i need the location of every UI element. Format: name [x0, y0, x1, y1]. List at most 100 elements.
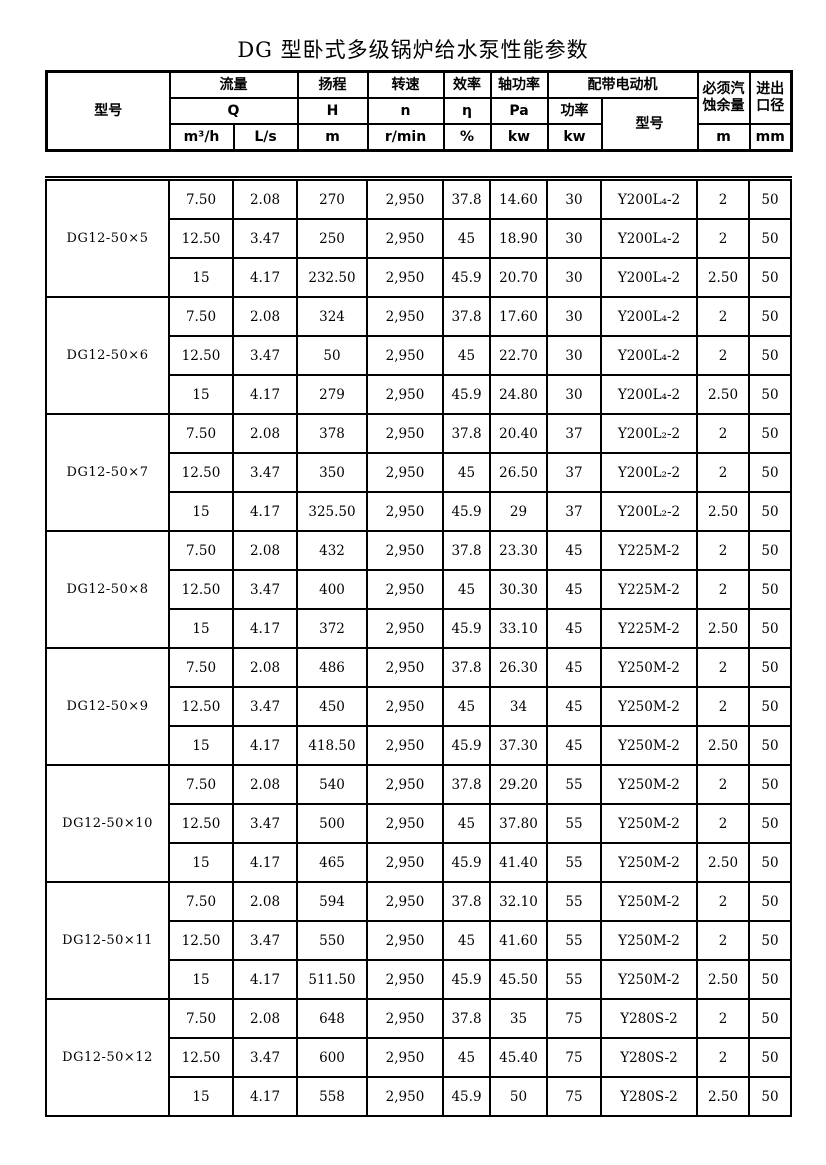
data-cell: 50 — [748, 686, 792, 727]
data-cell: 2.50 — [696, 959, 750, 1000]
data-cell: 30 — [546, 257, 602, 298]
data-cell: 55 — [546, 920, 602, 961]
data-cell: 30 — [546, 296, 602, 337]
data-cell: 50 — [748, 959, 792, 1000]
data-cell: 20.70 — [489, 257, 548, 298]
header-row-1: 型号 流量 扬程 转速 效率 轴功率 配带电动机 必须汽蚀余量 进出口径 — [45, 70, 793, 152]
table-row: 12.50 3.47 50 2,950 45 22.70 30 Y200L₄-2 2 50 — [46, 335, 792, 376]
data-cell: 75 — [546, 998, 602, 1039]
data-cell: 350 — [296, 452, 368, 493]
data-cell: 2,950 — [366, 452, 444, 493]
data-cell: 12.50 — [168, 920, 234, 961]
data-cell: 540 — [296, 764, 368, 805]
header-npsh: 必须汽蚀余量 — [696, 70, 751, 125]
data-cell: 3.47 — [232, 569, 298, 610]
data-cell: 372 — [296, 608, 368, 649]
data-cell: 450 — [296, 686, 368, 727]
data-cell: 55 — [546, 881, 602, 922]
data-cell: 3.47 — [232, 686, 298, 727]
data-cell: 2 — [696, 1037, 750, 1078]
table-row: 15 4.17 279 2,950 45.9 24.80 30 Y200L₄-2 2.50 50 — [46, 374, 792, 415]
data-cell: 2 — [696, 177, 750, 220]
pump-model-cell: DG12-50×9 — [45, 647, 170, 766]
data-cell: 378 — [296, 413, 368, 454]
data-cell: 2,950 — [366, 569, 444, 610]
data-cell: 50 — [296, 335, 368, 376]
data-cell: 600 — [296, 1037, 368, 1078]
header-row-3: m³/h L/s m r/min % kw kw m mm — [47, 123, 793, 152]
data-cell: 50 — [748, 647, 792, 688]
data-cell: 50 — [748, 257, 792, 298]
data-cell: 2,950 — [366, 335, 444, 376]
data-cell: 50 — [748, 296, 792, 337]
table-row: 12.50 3.47 250 2,950 45 18.90 30 Y200L₄-2 2 50 — [46, 218, 792, 259]
data-cell: 4.17 — [232, 959, 298, 1000]
data-cell: 324 — [296, 296, 368, 337]
data-cell: 2,950 — [366, 920, 444, 961]
data-cell: 50 — [748, 413, 792, 454]
data-cell: 7.50 — [168, 998, 234, 1039]
data-cell: 4.17 — [232, 725, 298, 766]
data-cell: 45 — [442, 452, 491, 493]
data-cell: 24.80 — [489, 374, 548, 415]
data-cell: 15 — [168, 842, 234, 883]
table-row: 12.50 3.47 500 2,950 45 37.80 55 Y250M-2 2 50 — [46, 803, 792, 844]
table-row: 15 4.17 418.50 2,950 45.9 37.30 45 Y250M-2 2.50 5… — [46, 725, 792, 766]
data-cell: 26.50 — [489, 452, 548, 493]
data-cell: 2 — [696, 686, 750, 727]
data-cell: 37.8 — [442, 530, 491, 571]
data-cell: 7.50 — [168, 177, 234, 220]
pump-model-cell: DG12-50×5 — [45, 177, 170, 298]
data-cell: 55 — [546, 803, 602, 844]
header-row-2: Q H n η Pa 功率 型号 — [47, 97, 792, 152]
pump-model-cell: DG12-50×12 — [45, 998, 170, 1117]
data-cell: Y250M-2 — [600, 686, 698, 727]
data-cell: 400 — [296, 569, 368, 610]
data-cell: 37.8 — [442, 647, 491, 688]
data-cell: Y250M-2 — [600, 920, 698, 961]
data-cell: 418.50 — [296, 725, 368, 766]
data-cell: 2,950 — [366, 257, 444, 298]
data-cell: Y200L₄-2 — [600, 335, 698, 376]
data-cell: 15 — [168, 608, 234, 649]
data-cell: Y200L₄-2 — [600, 257, 698, 298]
data-cell: 550 — [296, 920, 368, 961]
data-cell: 7.50 — [168, 881, 234, 922]
data-cell: Y200L₄-2 — [600, 296, 698, 337]
data-cell: Y200L₄-2 — [600, 374, 698, 415]
data-cell: 50 — [748, 608, 792, 649]
data-cell: 12.50 — [168, 218, 234, 259]
data-cell: 432 — [296, 530, 368, 571]
table-row: 15 4.17 325.50 2,950 45.9 29 37 Y200L₂-2 2.50 50 — [46, 491, 792, 532]
data-cell: 2.08 — [232, 177, 298, 220]
data-cell: 3.47 — [232, 452, 298, 493]
data-cell: 2.50 — [696, 725, 750, 766]
data-cell: 30 — [546, 177, 602, 220]
data-cell: 50 — [748, 1037, 792, 1078]
data-cell: 2 — [696, 452, 750, 493]
data-cell: 2,950 — [366, 1037, 444, 1078]
data-cell: 2,950 — [366, 881, 444, 922]
header-unit-npsh-m: m — [696, 123, 751, 152]
header-unit-mm: mm — [748, 123, 793, 152]
data-cell: 45 — [442, 920, 491, 961]
data-cell: 45 — [442, 803, 491, 844]
header-efficiency-symbol: η — [442, 97, 492, 125]
data-cell: 37 — [546, 491, 602, 532]
data-cell: Y200L₂-2 — [600, 413, 698, 454]
header-head: 扬程 — [296, 70, 369, 99]
data-cell: 37.30 — [489, 725, 548, 766]
data-cell: 2 — [696, 647, 750, 688]
data-cell: 7.50 — [168, 413, 234, 454]
data-cell: 2,950 — [366, 177, 444, 220]
data-cell: 30 — [546, 335, 602, 376]
header-table: 型号 流量 扬程 转速 效率 轴功率 配带电动机 必须汽蚀余量 进出口径 Q H… — [45, 70, 793, 152]
data-cell: 3.47 — [232, 335, 298, 376]
data-cell: 3.47 — [232, 218, 298, 259]
data-cell: 37.8 — [442, 998, 491, 1039]
header-unit-m: m — [296, 123, 369, 152]
data-cell: 2,950 — [366, 491, 444, 532]
data-cell: 4.17 — [232, 608, 298, 649]
data-cell: Y250M-2 — [600, 764, 698, 805]
